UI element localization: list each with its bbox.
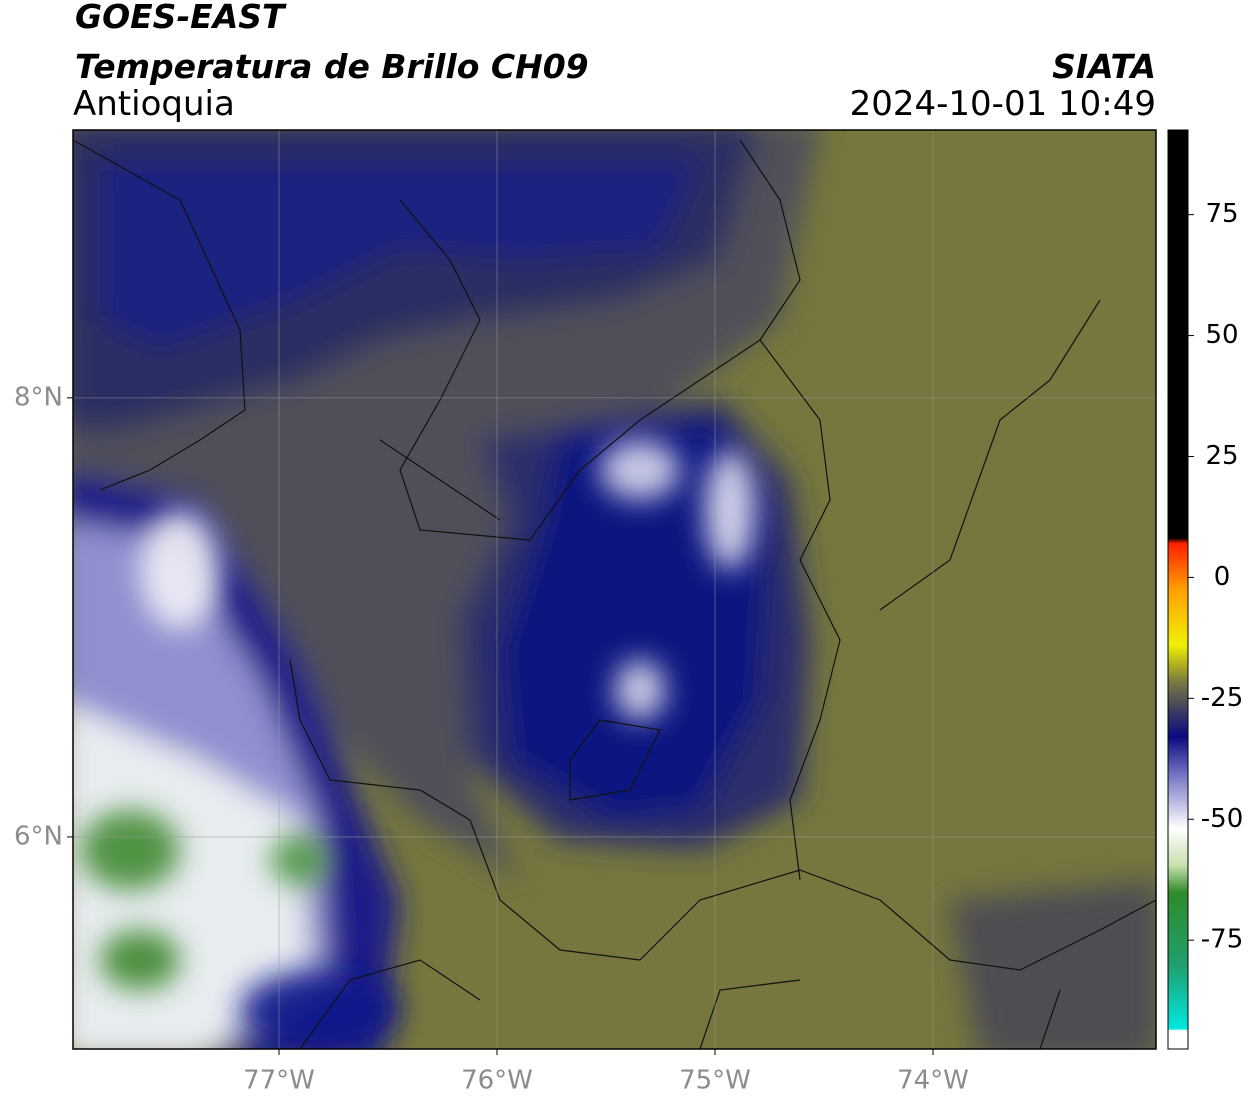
x-tick-label: 76°W <box>461 1066 533 1096</box>
colorbar <box>1167 129 1189 1050</box>
satellite-image <box>73 130 1156 1049</box>
map-frame <box>72 129 1157 1050</box>
colorbar-tick-label: -75 <box>1201 925 1243 955</box>
colorbar-tick-label: 25 <box>1205 441 1238 471</box>
y-tick-label: 8°N <box>14 382 63 412</box>
product-title: Temperatura de Brillo CH09 <box>75 47 589 86</box>
grid <box>73 130 1156 1049</box>
y-tick-label: 6°N <box>14 821 63 851</box>
x-tick-label: 77°W <box>243 1066 315 1096</box>
x-tick-label: 74°W <box>897 1066 969 1096</box>
region-label: Antioquia <box>73 84 235 124</box>
colorbar-tick-label: 75 <box>1205 199 1238 229</box>
x-tick-label: 75°W <box>679 1066 751 1096</box>
colorbar-tick-label: 0 <box>1214 562 1231 592</box>
colorbar-tick-label: -25 <box>1201 683 1243 713</box>
satellite-title: GOES-EAST <box>75 0 287 36</box>
colorbar-tick-label: -50 <box>1201 804 1243 834</box>
datetime-label: 2024-10-01 10:49 <box>850 84 1156 124</box>
source-label: SIATA <box>1052 47 1156 86</box>
colorbar-tick-label: 50 <box>1205 320 1238 350</box>
